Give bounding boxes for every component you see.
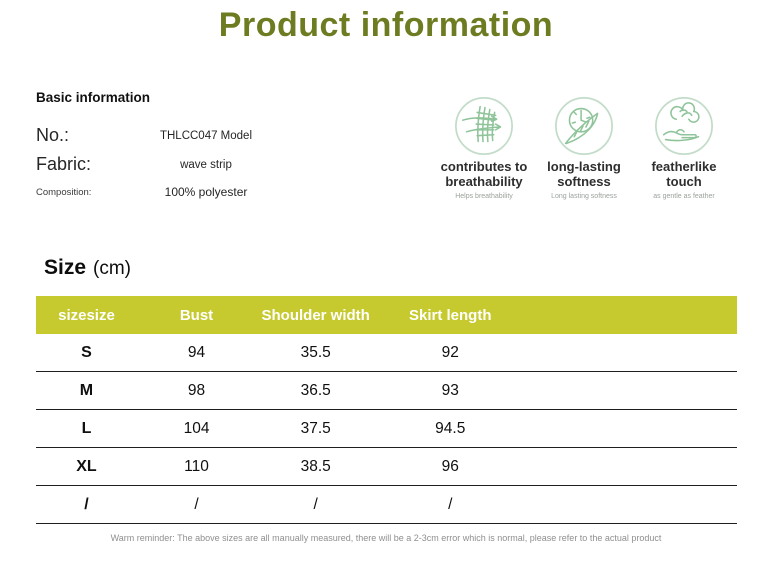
feature-caption: Helps breathability — [455, 193, 513, 201]
feature-title-line1: long-lasting — [547, 159, 621, 174]
page-title: Product information — [218, 6, 554, 44]
basic-info-rows: No.: THLCC047 Model Fabric: wave strip C… — [36, 121, 296, 205]
feature-title-line1: contributes to — [440, 159, 528, 174]
header-cell-bust: Bust — [179, 306, 214, 324]
feature-title: long-lasting softness — [547, 159, 621, 189]
table-cell: 37.5 — [300, 419, 331, 437]
no-label: No.: — [36, 125, 70, 145]
fabric-label: Fabric: — [36, 154, 92, 174]
header-cell-skirt: Skirt length — [408, 306, 492, 324]
breathability-icon — [455, 97, 513, 155]
table-row: M 98 36.5 93 — [36, 372, 737, 410]
feature-feather-touch: featherlike touch as gentle as feather — [637, 95, 731, 200]
table-cell: 38.5 — [300, 457, 331, 475]
lasting-softness-icon — [555, 97, 613, 155]
basic-info-heading: Basic information — [36, 90, 151, 105]
table-cell: 92 — [441, 343, 459, 361]
table-row: L 104 37.5 94.5 — [36, 410, 737, 448]
feature-title: featherlike touch — [651, 159, 717, 189]
table-row: S 94 35.5 92 — [36, 334, 737, 372]
feature-caption: Long lasting softness — [551, 193, 617, 201]
size-heading-text: Size — [44, 256, 87, 279]
featherlike-touch-icon — [655, 97, 713, 155]
composition-label: Composition: — [36, 186, 92, 198]
table-cell: XL — [76, 457, 97, 475]
table-cell: M — [79, 381, 94, 399]
composition-value: 100% polyester — [164, 185, 248, 199]
table-cell: 36.5 — [300, 381, 331, 399]
table-cell: 96 — [441, 457, 459, 475]
table-cell: 104 — [183, 419, 210, 437]
table-cell: S — [81, 343, 92, 361]
basic-info-section: Basic information No.: THLCC047 Model Fa… — [36, 90, 296, 205]
size-section-heading: Size (cm) — [44, 256, 131, 280]
table-cell: / — [448, 495, 453, 513]
table-cell: / — [194, 495, 199, 513]
table-cell: 110 — [184, 457, 209, 475]
size-unit-text: (cm) — [93, 258, 132, 279]
feature-caption: as gentle as feather — [653, 193, 715, 201]
no-value: THLCC047 Model — [159, 129, 253, 142]
table-cell: 98 — [187, 381, 206, 399]
feature-title-line1: featherlike — [651, 159, 717, 174]
feature-title-line2: touch — [666, 173, 702, 189]
table-cell: 35.5 — [300, 343, 331, 361]
header-cell-size: sizesize — [58, 306, 115, 324]
info-row-fabric: Fabric: wave strip — [36, 150, 296, 179]
feature-breathability: contributes to breathability Helps breat… — [437, 95, 531, 200]
feature-title-line2: softness — [557, 173, 611, 189]
info-row-composition: Composition: 100% polyester — [36, 179, 296, 205]
table-row: XL 110 38.5 96 — [36, 448, 737, 486]
info-row-no: No.: THLCC047 Model — [36, 121, 296, 150]
size-table: sizesize Bust Shoulder width Skirt lengt… — [36, 296, 737, 524]
feature-title-line2: breathability — [445, 173, 523, 189]
feature-softness: long-lasting softness Long lasting softn… — [537, 95, 631, 200]
feature-list: contributes to breathability Helps breat… — [437, 95, 731, 200]
table-cell: L — [81, 419, 92, 437]
table-cell: 93 — [441, 381, 459, 399]
table-cell: / — [313, 495, 318, 513]
warm-reminder-text: Warm reminder: The above sizes are all m… — [110, 533, 662, 543]
size-table-header: sizesize Bust Shoulder width Skirt lengt… — [36, 296, 737, 334]
feature-title: contributes to breathability — [440, 159, 528, 189]
fabric-value: wave strip — [180, 158, 232, 171]
table-cell: 94.5 — [435, 419, 466, 437]
table-row: / / / / — [36, 486, 737, 524]
table-cell: 94 — [187, 343, 206, 361]
header-cell-shoulder: Shoulder width — [261, 306, 370, 324]
table-cell: / — [84, 495, 89, 513]
